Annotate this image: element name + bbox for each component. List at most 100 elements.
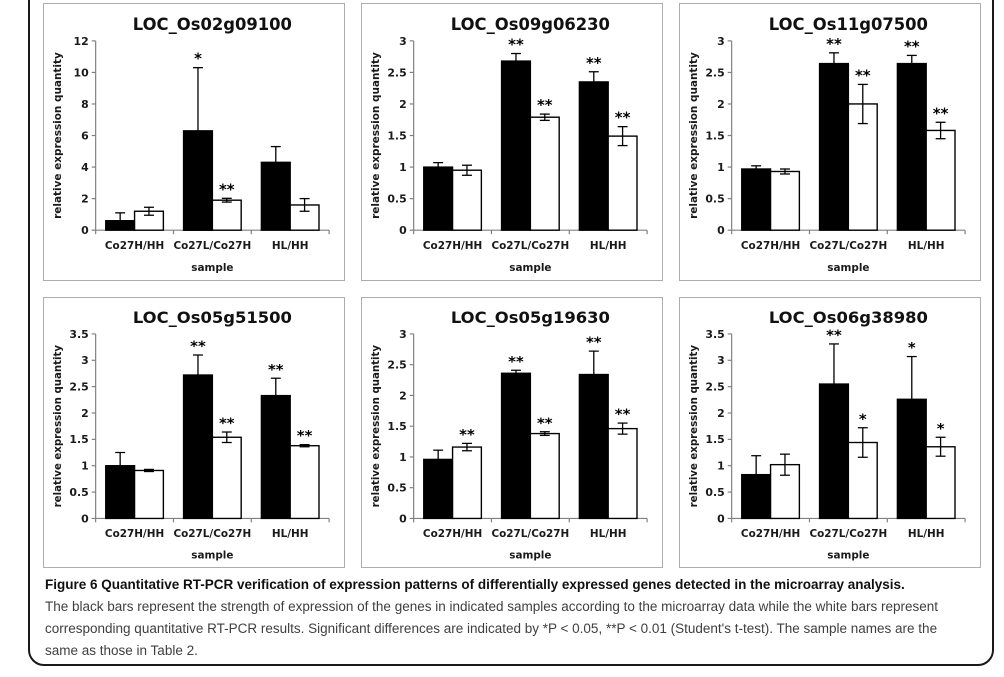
y-tick-label: 3.5 bbox=[69, 328, 88, 341]
y-ticks: 0 0.5 1 1.5 2 2.5 3 3.5 bbox=[69, 328, 96, 525]
bar-group-white: ** bbox=[211, 180, 242, 231]
y-tick-label: 0.5 bbox=[705, 193, 724, 206]
bar-white bbox=[607, 135, 638, 231]
significance-marker: ** bbox=[855, 66, 871, 84]
x-ticks bbox=[413, 518, 648, 523]
x-category-label: Co27L/Co27H bbox=[809, 240, 887, 252]
significance-marker: ** bbox=[615, 109, 631, 127]
y-tick-label: 2.5 bbox=[69, 381, 88, 394]
significance-marker: ** bbox=[459, 427, 475, 444]
y-tick-label: 1.5 bbox=[69, 433, 88, 446]
y-tick-label: 1.5 bbox=[387, 420, 406, 433]
x-ticks bbox=[95, 230, 330, 235]
bar-group-black: ** bbox=[260, 361, 291, 520]
y-tick-label: 3 bbox=[717, 35, 725, 48]
y-tick-label: 0 bbox=[81, 224, 89, 237]
y-tick-label: 1.5 bbox=[705, 433, 724, 446]
bar-group-white bbox=[769, 453, 801, 520]
significance-marker: * bbox=[908, 340, 916, 357]
y-tick-label: 1.5 bbox=[387, 129, 406, 142]
y-tick-label: 2 bbox=[81, 193, 89, 206]
significance-marker: ** bbox=[826, 327, 842, 344]
significance-marker: ** bbox=[826, 35, 842, 53]
bar-group-white bbox=[289, 197, 320, 231]
x-axis-label: sample bbox=[191, 262, 233, 274]
significance-marker: ** bbox=[508, 354, 524, 371]
y-tick-label: 2.5 bbox=[705, 66, 724, 79]
bar-black bbox=[260, 394, 291, 520]
bar-group-white: ** bbox=[289, 428, 320, 520]
figure-caption-title: Figure 6 Quantitative RT-PCR verificatio… bbox=[45, 577, 905, 592]
bar-group-black bbox=[741, 455, 772, 520]
figure-frame: LOC_Os02g09100 relative expression quanti… bbox=[28, 0, 994, 666]
x-ticks bbox=[731, 230, 966, 235]
x-category-label: Co27L/Co27H bbox=[810, 528, 888, 540]
y-tick-label: 2 bbox=[717, 98, 725, 111]
x-category-label: Co27H/HH bbox=[741, 240, 800, 252]
y-axis-label: relative expression quantity bbox=[688, 345, 700, 508]
y-ticks: 0 0.5 1 1.5 2 2.5 3 bbox=[387, 35, 414, 237]
bar-group-white: ** bbox=[607, 109, 638, 231]
significance-marker: ** bbox=[537, 96, 553, 114]
chart-title: LOC_Os05g51500 bbox=[133, 308, 292, 327]
x-category-label: HL/HH bbox=[590, 528, 627, 540]
y-ticks: 0 0.5 1 1.5 2 2.5 3 bbox=[705, 35, 732, 237]
bar-group-black: ** bbox=[500, 36, 532, 231]
y-tick-label: 0.5 bbox=[705, 486, 724, 499]
bar-white bbox=[925, 129, 956, 231]
x-ticks bbox=[95, 518, 330, 523]
significance-marker: ** bbox=[537, 415, 553, 432]
chart-title: LOC_Os09g06230 bbox=[451, 15, 610, 34]
x-axis-label: sample bbox=[509, 262, 551, 274]
bar-group-white: ** bbox=[529, 415, 560, 520]
bar-black bbox=[896, 62, 927, 231]
x-axis-label: sample bbox=[191, 549, 233, 561]
bar-group-black: ** bbox=[500, 354, 532, 520]
bar-group-black bbox=[105, 212, 136, 231]
chart-panel-LOC_Os02g09100: LOC_Os02g09100 relative expression quanti… bbox=[43, 3, 345, 281]
significance-marker: ** bbox=[297, 428, 313, 445]
y-axis-label: relative expression quantity bbox=[52, 345, 64, 508]
x-ticks bbox=[731, 518, 966, 523]
charts-grid: LOC_Os02g09100 relative expression quanti… bbox=[43, 3, 981, 568]
y-tick-label: 1.5 bbox=[705, 129, 724, 142]
chart-title: LOC_Os05g19630 bbox=[451, 308, 610, 327]
bar-group-black: ** bbox=[578, 334, 609, 520]
bar-chart: LOC_Os09g06230 relative expression quanti… bbox=[370, 15, 648, 274]
bar-white bbox=[847, 103, 878, 231]
x-category-label: HL/HH bbox=[272, 240, 309, 252]
bar-black bbox=[500, 60, 532, 231]
bar-black bbox=[182, 374, 214, 520]
figure-caption-body: The black bars represent the strength of… bbox=[45, 599, 938, 658]
bar-group-white: ** bbox=[451, 427, 483, 520]
significance-marker: * bbox=[194, 50, 202, 68]
x-axis-label: sample bbox=[827, 549, 869, 561]
bar-group-white bbox=[769, 168, 801, 231]
y-tick-label: 12 bbox=[73, 35, 88, 48]
bar-chart: LOC_Os05g51500 relative expression quanti… bbox=[52, 308, 330, 561]
chart-panel-LOC_Os09g06230: LOC_Os09g06230 relative expression quanti… bbox=[361, 3, 663, 281]
x-axis-label: sample bbox=[509, 549, 551, 561]
bar-white bbox=[451, 446, 483, 520]
x-ticks bbox=[413, 230, 648, 235]
y-tick-label: 1 bbox=[399, 451, 407, 464]
x-category-label: Co27L/Co27H bbox=[173, 240, 251, 252]
y-ticks: 0 0.5 1 1.5 2 2.5 3 3.5 bbox=[705, 328, 732, 525]
y-tick-label: 6 bbox=[81, 129, 89, 142]
bar-white bbox=[451, 169, 483, 231]
bar-white bbox=[211, 436, 242, 520]
y-tick-label: 0.5 bbox=[69, 486, 88, 499]
x-category-label: Co27H/HH bbox=[423, 528, 482, 540]
bar-group-black: ** bbox=[818, 327, 850, 520]
significance-marker: ** bbox=[508, 36, 524, 54]
bar-group-white: ** bbox=[529, 96, 560, 231]
bar-chart: LOC_Os06g38980 relative expression quanti… bbox=[688, 308, 966, 561]
y-tick-label: 2.5 bbox=[705, 381, 724, 394]
bar-group-black bbox=[105, 451, 136, 520]
significance-marker: ** bbox=[904, 37, 920, 55]
bar-group-white: * bbox=[925, 421, 956, 520]
bar-group-white bbox=[451, 164, 483, 231]
bar-group-black: * bbox=[182, 50, 214, 231]
x-category-label: Co27L/Co27H bbox=[492, 528, 570, 540]
